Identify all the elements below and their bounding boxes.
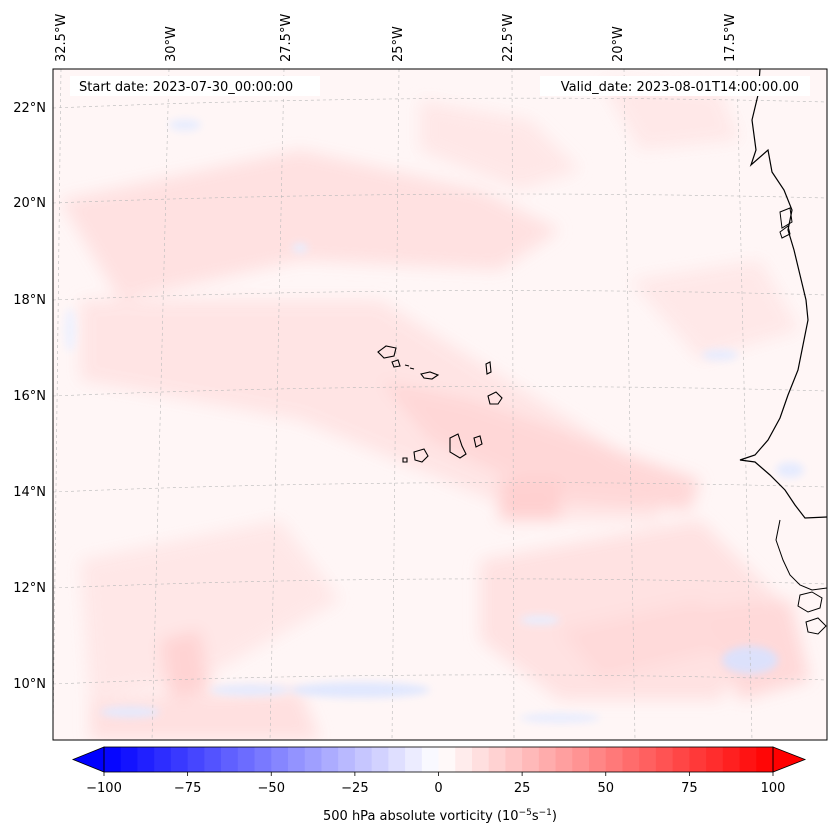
colorbar-ticks: −100 −75 −50 −25 0 25 50 75 100 <box>86 772 785 796</box>
start-date-label: Start date: 2023-07-30_00:00:00 <box>79 80 293 95</box>
lat-label: 14°N <box>13 485 46 500</box>
colorbar-cell <box>572 747 590 772</box>
lat-label: 12°N <box>13 581 46 596</box>
colorbar-cell <box>187 747 205 772</box>
coastline-guinea-bissau <box>775 519 827 591</box>
colorbar-cell <box>287 747 306 772</box>
lat-label: 18°N <box>13 293 46 308</box>
colorbar-cell <box>505 747 523 772</box>
cape-verde-islands <box>377 345 503 463</box>
colorbar-cell <box>354 747 373 772</box>
colorbar-cell <box>522 747 540 772</box>
lat-label: 20°N <box>13 196 46 211</box>
colorbar-cell <box>137 747 155 772</box>
colorbar: −100 −75 −50 −25 0 25 50 75 100 500 hPa absolute… <box>71 746 807 824</box>
colorbar-cell <box>388 747 406 772</box>
colorbar-cell <box>756 747 774 772</box>
lat-label: 16°N <box>13 389 46 404</box>
colorbar-cell <box>271 747 289 772</box>
colorbar-high-extend <box>772 746 807 773</box>
colorbar-cell <box>488 747 506 772</box>
colorbar-cell <box>438 747 456 772</box>
colorbar-tick-label: −50 <box>258 781 285 796</box>
vorticity-field <box>53 69 827 740</box>
colorbar-cells <box>104 747 774 772</box>
colorbar-cell <box>605 747 623 772</box>
colorbar-cell <box>589 747 607 772</box>
colorbar-cell <box>639 747 657 772</box>
colorbar-cell <box>237 747 255 772</box>
colorbar-low-extend <box>71 746 105 773</box>
lon-label: 25°W <box>391 26 406 62</box>
colorbar-cell <box>455 747 473 772</box>
colorbar-cell <box>706 747 724 772</box>
colorbar-cell <box>304 747 322 772</box>
colorbar-cell <box>471 747 490 772</box>
lon-label: 27.5°W <box>279 14 294 62</box>
lon-label: 20°W <box>611 26 626 62</box>
colorbar-cell <box>622 747 640 772</box>
colorbar-cell <box>338 747 356 772</box>
colorbar-cell <box>371 747 389 772</box>
colorbar-cell <box>672 747 690 772</box>
colorbar-cell <box>538 747 556 772</box>
lat-label: 22°N <box>13 101 46 116</box>
longitude-labels: 32.5°W 30°W 27.5°W 25°W 22.5°W 20°W 17.5… <box>54 14 738 62</box>
map-frame <box>52 68 828 741</box>
colorbar-cell <box>104 747 122 772</box>
colorbar-cell <box>154 747 172 772</box>
colorbar-tick-label: 25 <box>514 781 531 796</box>
colorbar-cell <box>221 747 239 772</box>
latitude-labels: 22°N 20°N 18°N 16°N 14°N 12°N 10°N <box>13 101 46 692</box>
colorbar-tick-label: 50 <box>597 781 614 796</box>
colorbar-cell <box>321 747 339 772</box>
colorbar-tick-label: −75 <box>174 781 201 796</box>
colorbar-cell <box>405 747 423 772</box>
colorbar-cell <box>555 747 573 772</box>
valid-date-label: Valid_date: 2023-08-01T14:00:00.00 <box>561 80 799 95</box>
colorbar-label: 500 hPa absolute vorticity (10−5s−1) <box>323 808 557 824</box>
colorbar-tick-label: 75 <box>681 781 698 796</box>
colorbar-cell <box>170 747 189 772</box>
lon-label: 30°W <box>164 26 179 62</box>
colorbar-cell <box>204 747 222 772</box>
colorbar-tick-label: 0 <box>434 781 442 796</box>
graticule <box>53 69 827 740</box>
lon-label: 32.5°W <box>54 14 69 62</box>
colorbar-cell <box>655 747 674 772</box>
colorbar-tick-label: −100 <box>86 781 122 796</box>
colorbar-cell <box>722 747 740 772</box>
colorbar-cell <box>689 747 707 772</box>
colorbar-cell <box>421 747 439 772</box>
lon-label: 17.5°W <box>723 14 738 62</box>
colorbar-tick-label: 100 <box>761 781 786 796</box>
lat-label: 10°N <box>13 677 46 692</box>
colorbar-cell <box>739 747 757 772</box>
colorbar-cell <box>120 747 138 772</box>
colorbar-cell <box>254 747 272 772</box>
lon-label: 22.5°W <box>501 14 516 62</box>
coastline-west-africa <box>739 69 827 519</box>
colorbar-tick-label: −25 <box>341 781 368 796</box>
